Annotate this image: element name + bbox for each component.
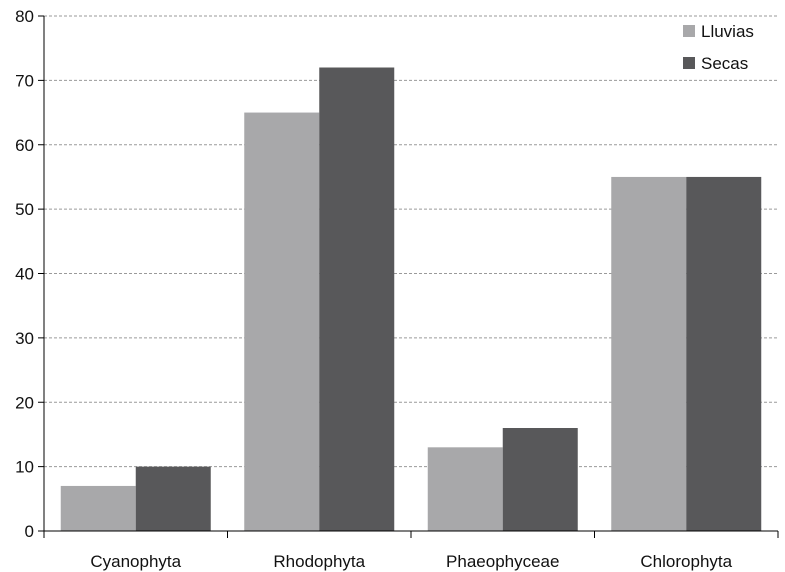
y-tick-label: 30	[15, 329, 34, 348]
legend-swatch-lluvias	[683, 25, 695, 37]
y-tick-label: 10	[15, 458, 34, 477]
bar-secas-cyanophyta	[135, 466, 211, 531]
legend-label-secas: Secas	[701, 54, 748, 73]
bar-lluvias-phaeophyceae	[427, 447, 503, 531]
y-tick-label: 50	[15, 200, 34, 219]
bar-secas-chlorophyta	[686, 176, 762, 531]
bar-secas-rhodophyta	[319, 67, 395, 531]
legend-label-lluvias: Lluvias	[701, 22, 754, 41]
x-category-label: Phaeophyceae	[446, 552, 559, 571]
bar-lluvias-rhodophyta	[244, 112, 320, 531]
x-category-label: Cyanophyta	[90, 552, 181, 571]
gridlines	[44, 15, 778, 468]
legend: Lluvias Secas	[683, 22, 754, 73]
axes: 0 10 20 30 40 50 60 70 80 Cyanophyta Rhodophyta Pha…	[15, 7, 779, 571]
x-category-label: Chlorophyta	[640, 552, 732, 571]
legend-swatch-secas	[683, 57, 695, 69]
bar-secas-phaeophyceae	[502, 428, 578, 531]
y-tick-label: 60	[15, 136, 34, 155]
bar-lluvias-cyanophyta	[60, 485, 136, 531]
bar-lluvias-chlorophyta	[611, 176, 687, 531]
y-tick-label: 40	[15, 265, 34, 284]
bars	[60, 67, 762, 531]
y-tick-label: 70	[15, 71, 34, 90]
y-tick-label: 0	[25, 522, 34, 541]
y-tick-label: 20	[15, 393, 34, 412]
y-tick-label: 80	[15, 7, 34, 26]
x-category-label: Rhodophyta	[273, 552, 365, 571]
